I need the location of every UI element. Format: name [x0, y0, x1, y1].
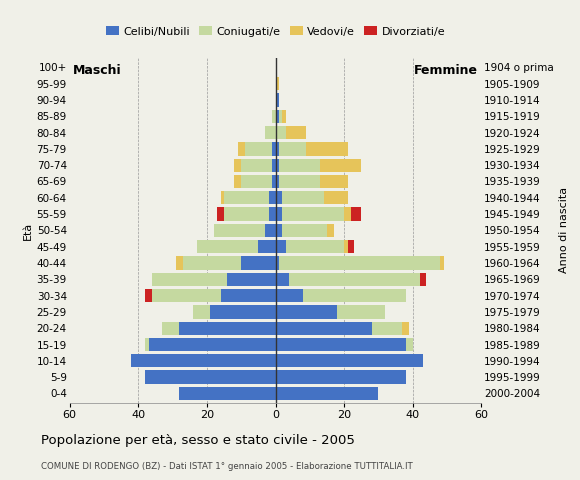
Bar — [320, 175, 347, 188]
Bar — [276, 207, 282, 221]
Bar — [258, 240, 276, 253]
Bar — [272, 158, 276, 172]
Bar — [217, 207, 224, 221]
Bar — [420, 273, 426, 286]
Bar — [276, 387, 378, 400]
Bar — [282, 224, 327, 237]
Bar — [289, 273, 420, 286]
Bar — [327, 224, 334, 237]
Bar — [197, 240, 258, 253]
Bar — [220, 289, 276, 302]
Bar — [276, 77, 279, 90]
Bar — [245, 142, 272, 156]
Bar — [176, 256, 183, 270]
Bar — [241, 256, 276, 270]
Bar — [179, 322, 276, 335]
Bar — [145, 338, 148, 351]
Bar — [220, 191, 224, 204]
Bar — [234, 175, 241, 188]
Bar — [320, 158, 361, 172]
Y-axis label: Anno di nascita: Anno di nascita — [560, 187, 570, 274]
Bar — [324, 191, 347, 204]
Bar — [337, 305, 385, 319]
Bar — [351, 207, 361, 221]
Bar — [238, 142, 245, 156]
Bar — [272, 142, 276, 156]
Bar — [265, 224, 276, 237]
Bar — [276, 256, 279, 270]
Bar — [132, 354, 276, 368]
Bar — [269, 207, 276, 221]
Bar — [241, 158, 272, 172]
Bar — [224, 191, 269, 204]
Bar — [224, 207, 269, 221]
Bar — [282, 191, 324, 204]
Bar — [276, 240, 286, 253]
Bar — [272, 109, 276, 123]
Bar — [265, 126, 276, 139]
Bar — [145, 371, 276, 384]
Bar — [276, 224, 282, 237]
Bar — [179, 387, 276, 400]
Bar — [276, 126, 286, 139]
Y-axis label: Età: Età — [23, 221, 32, 240]
Bar — [279, 256, 440, 270]
Bar — [279, 109, 282, 123]
Text: Popolazione per età, sesso e stato civile - 2005: Popolazione per età, sesso e stato civil… — [41, 434, 354, 447]
Bar — [403, 322, 409, 335]
Bar — [276, 289, 303, 302]
Bar — [145, 289, 152, 302]
Bar — [276, 354, 423, 368]
Bar — [276, 338, 406, 351]
Bar — [152, 273, 227, 286]
Text: COMUNE DI RODENGO (BZ) - Dati ISTAT 1° gennaio 2005 - Elaborazione TUTTITALIA.IT: COMUNE DI RODENGO (BZ) - Dati ISTAT 1° g… — [41, 462, 412, 471]
Bar — [211, 305, 276, 319]
Bar — [344, 207, 351, 221]
Bar — [276, 158, 279, 172]
Bar — [276, 175, 279, 188]
Bar — [276, 322, 372, 335]
Bar — [148, 338, 276, 351]
Bar — [276, 191, 282, 204]
Bar — [372, 322, 403, 335]
Bar — [286, 126, 306, 139]
Bar — [303, 289, 406, 302]
Bar — [213, 224, 265, 237]
Bar — [344, 240, 347, 253]
Bar — [286, 240, 344, 253]
Bar — [272, 175, 276, 188]
Bar — [276, 371, 406, 384]
Bar — [276, 93, 279, 107]
Bar — [183, 256, 241, 270]
Bar — [282, 207, 344, 221]
Bar — [276, 305, 337, 319]
Bar — [227, 273, 276, 286]
Bar — [279, 175, 320, 188]
Bar — [152, 289, 220, 302]
Bar — [276, 109, 279, 123]
Bar — [282, 109, 286, 123]
Legend: Celibi/Nubili, Coniugati/e, Vedovi/e, Divorziati/e: Celibi/Nubili, Coniugati/e, Vedovi/e, Di… — [101, 22, 450, 41]
Bar — [440, 256, 444, 270]
Bar — [406, 338, 413, 351]
Bar — [276, 273, 289, 286]
Bar — [279, 158, 320, 172]
Bar — [269, 191, 276, 204]
Bar — [347, 240, 354, 253]
Bar — [193, 305, 211, 319]
Bar — [276, 142, 279, 156]
Bar — [306, 142, 347, 156]
Bar — [162, 322, 179, 335]
Text: Maschi: Maschi — [73, 64, 122, 77]
Bar — [234, 158, 241, 172]
Text: Femmine: Femmine — [414, 64, 478, 77]
Bar — [241, 175, 272, 188]
Bar — [279, 142, 306, 156]
